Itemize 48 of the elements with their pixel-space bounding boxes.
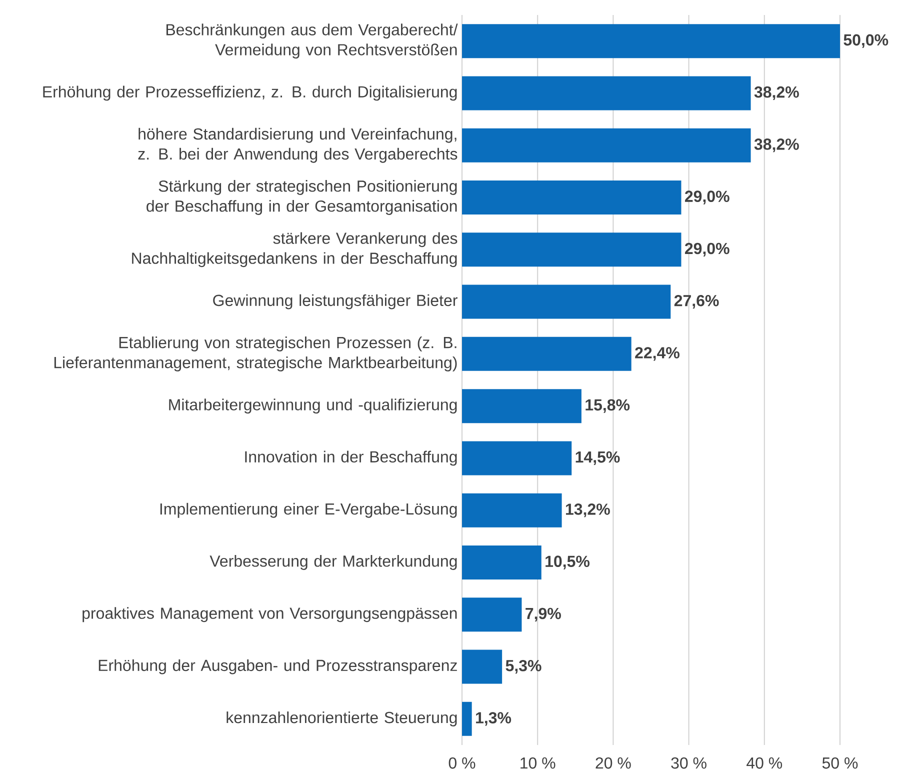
bar (462, 650, 502, 684)
y-tick-label: Gewinnung leistungsfähiger Bieter (213, 294, 458, 310)
y-tick-label: proaktives Management von Versorgungsengpässen (82, 607, 457, 622)
bar (462, 24, 840, 58)
x-tick-label: 20 % (596, 757, 631, 769)
data-label: 22,4% (635, 347, 680, 361)
bar (462, 128, 751, 162)
data-label: 15,8% (586, 399, 630, 413)
x-tick-label: 30 % (671, 757, 706, 769)
y-tick-label: Stärkung der strategischen Positionierung der Beschaffung in der Gesamtorganisation (146, 180, 457, 215)
y-tick-label: Verbesserung der Markterkundung (210, 555, 457, 570)
bar (462, 232, 682, 267)
y-tick-label: Innovation in der Beschaffung (245, 450, 457, 466)
y-tick-label: Etablierung von strategischen Prozessen (z. B. Lieferantenmanagement, strategische Marktbearbeitung) (54, 336, 457, 372)
bar (462, 389, 582, 424)
bar (462, 336, 632, 371)
bar (462, 546, 542, 580)
bar (462, 180, 682, 214)
bar (462, 284, 671, 319)
y-tick-label: Mitarbeitergewinnung und -qualifizierung (169, 398, 457, 414)
bar (462, 76, 751, 110)
x-tick-label: 0 % (448, 757, 476, 769)
data-label: 38,2% (754, 86, 799, 100)
data-label: 5,3% (506, 660, 542, 674)
y-tick-label: Erhöhung der Prozesseffizienz, z. B. durch Digitalisierung (43, 86, 457, 101)
y-tick-label: höhere Standardisierung und Vereinfachung, z. B. bei der Anwendung des Vergaberechts (138, 128, 458, 163)
y-tick-label: Beschränkungen aus dem Vergaberecht/ Vermeidung von Rechtsverstößen (166, 24, 458, 59)
bar (462, 598, 522, 632)
y-tick-label: Implementierung einer E-Vergabe-Lösung (160, 502, 457, 518)
x-tick-label: 40 % (746, 757, 782, 769)
y-tick-label: Erhöhung der Ausgaben- und Prozesstransparenz (98, 659, 457, 674)
x-tick-label: 10 % (520, 757, 556, 769)
data-label: 14,5% (576, 451, 620, 466)
data-label: 1,3% (476, 712, 512, 726)
data-label: 38,2% (754, 138, 799, 152)
data-label: 29,0% (684, 190, 730, 204)
data-label: 10,5% (546, 556, 590, 570)
y-tick-label: kennzahlenorientierte Steuerung (226, 711, 457, 726)
data-label: 7,9% (526, 608, 561, 622)
data-label: 27,6% (674, 294, 719, 309)
bar (462, 493, 562, 528)
data-label: 13,2% (566, 504, 610, 518)
bar (462, 441, 572, 476)
data-label: 50,0% (844, 34, 888, 48)
data-label: 29,0% (684, 242, 730, 256)
x-tick-label: 50 % (822, 757, 858, 769)
bar (462, 702, 472, 736)
y-tick-label: stärkere Verankerung des Nachhaltigkeitsgedankens in der Beschaffung (132, 232, 458, 268)
